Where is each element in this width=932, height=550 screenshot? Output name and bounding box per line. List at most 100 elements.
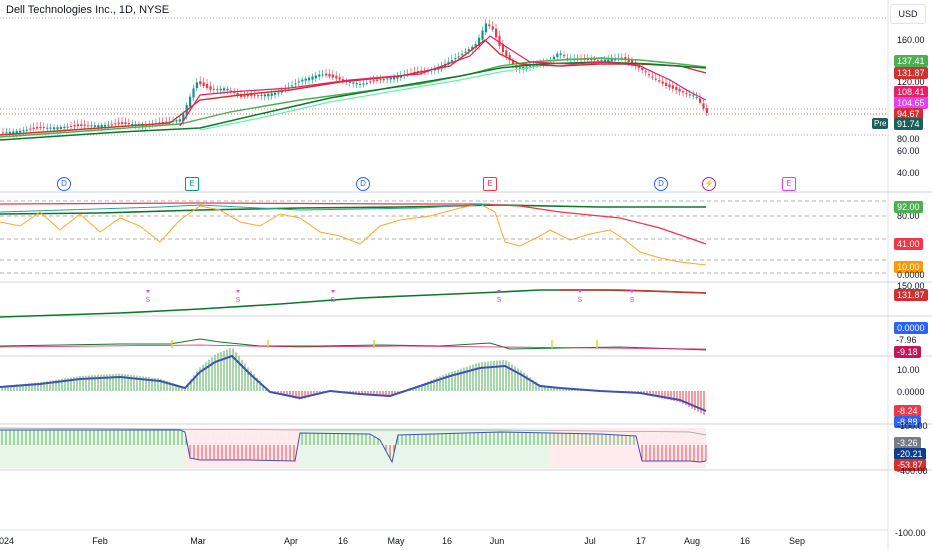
candle [396,75,399,79]
time-axis-label: Jul [584,536,596,546]
candle [607,59,610,62]
candle [182,113,185,122]
price-axis-label: 40.00 [897,168,920,178]
candle [127,123,130,125]
candle [59,127,62,129]
candle [556,53,559,57]
time-axis-label: Sep [788,536,806,546]
price-tag-ma-red: 131.87 [894,67,928,79]
candle [688,94,691,96]
dividend-event-icon[interactable]: D [356,177,370,191]
candle [614,58,617,61]
candle [56,127,59,130]
candle [386,78,389,80]
wr-axis-label: -100.00 [897,421,928,431]
candle [671,85,674,89]
candle [501,44,504,53]
rsi-trend-line [0,202,707,245]
candle [29,128,32,130]
candle [121,122,124,124]
candle [63,126,66,129]
wr-line [0,429,707,464]
macd-tag-red: -8.24 [894,405,921,417]
band-background [550,428,706,468]
candle [593,58,596,60]
osc-value-label: -7.96 [896,335,917,345]
price-tag-ma-pink: 108.41 [894,86,928,98]
candle [25,129,28,131]
candle [243,95,246,97]
candle [495,28,498,38]
rsi-signal-line [0,204,706,215]
candle [532,65,535,67]
candle [277,92,280,94]
candle [314,75,317,79]
candle [15,131,18,134]
candle [291,85,294,87]
candle [168,121,171,123]
candle [36,126,39,129]
signal-arrow-icon [331,290,335,293]
candle [331,74,334,78]
candle [206,84,209,88]
candle [175,120,178,122]
candle [467,49,470,51]
candle [682,91,685,93]
candle [372,80,375,82]
candle [352,82,355,84]
candle [365,82,368,84]
osc-tag-blue: 0.0000 [894,322,928,334]
earnings-event-icon[interactable]: E [782,177,796,191]
dividend-event-icon[interactable]: D [57,177,71,191]
candle [32,127,35,129]
premarket-badge: Pre [872,118,889,129]
time-axis-label: Mar [190,536,206,546]
candle [161,122,164,124]
candle [46,127,49,129]
candle [250,94,253,96]
candle [199,81,202,85]
time-axis-label: Jun [489,536,505,546]
candle [685,93,688,95]
signal-marker: S [331,297,336,304]
candle [90,125,93,127]
time-axis-label: 16 [441,536,453,546]
osc-signal-line [0,344,707,350]
candle [124,122,127,124]
candle [325,73,328,76]
currency-button[interactable]: USD [890,4,926,24]
split-event-icon[interactable]: ⚡ [702,177,716,191]
candle [382,79,385,81]
candle [692,95,695,97]
candle [597,59,600,61]
earnings-event-icon[interactable]: E [185,177,199,191]
long-ma-line [0,289,707,318]
candle [535,65,538,67]
candle [19,130,22,133]
chart-title: Dell Technologies Inc., 1D, NYSE [6,4,170,16]
candle [253,94,256,96]
candle [134,124,137,125]
candle [209,86,212,90]
candle [5,132,8,134]
candle [104,124,107,127]
dividend-event-icon[interactable]: D [654,177,668,191]
candle [644,71,647,73]
earnings-event-icon[interactable]: E [483,177,497,191]
candle [665,82,668,86]
candle [379,79,382,81]
candle [461,54,464,56]
candle [464,51,467,53]
candle [202,82,205,87]
macd-line [0,354,707,412]
candle [192,88,195,98]
candle [348,81,351,83]
candle [321,74,324,76]
candle [566,58,569,60]
candle [114,123,117,125]
candle [512,59,515,65]
candle [393,76,396,80]
signal-arrow-icon [236,290,240,293]
candle [600,59,603,61]
